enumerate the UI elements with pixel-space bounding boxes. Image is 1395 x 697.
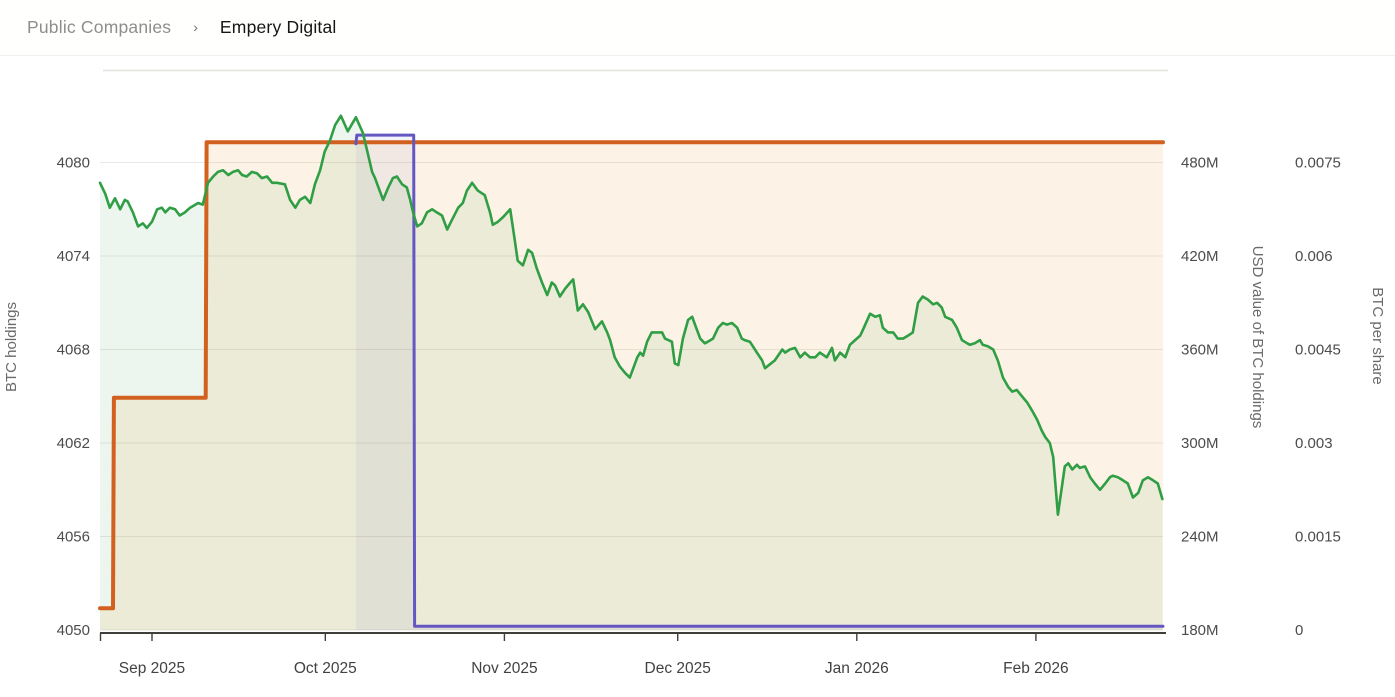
x-axis-label: Oct 2025 (294, 660, 357, 677)
plot-area[interactable] (100, 70, 1163, 633)
breadcrumb-link-public-companies[interactable]: Public Companies (27, 17, 172, 37)
btc-holdings-area (100, 142, 1163, 630)
usd-axis-title: USD value of BTC holdings (1249, 246, 1266, 429)
x-axis-label: Nov 2025 (471, 660, 537, 677)
usd-axis-label: 240M (1181, 529, 1219, 546)
left-axis-label: 4074 (57, 248, 90, 265)
usd-value-of-btc-holdings-area (100, 115, 1163, 631)
btc-per-share-axis-title: BTC per share (1369, 287, 1386, 385)
left-axis-label: 4056 (57, 529, 90, 546)
breadcrumb: Public Companies › Empery Digital (0, 0, 1395, 56)
usd-axis-label: 480M (1181, 155, 1219, 172)
x-axis-label: Sep 2025 (119, 660, 185, 677)
x-axis-label: Dec 2025 (645, 660, 711, 677)
x-axis-label: Feb 2026 (1003, 660, 1069, 677)
btc-per-share-axis-label: 0.003 (1295, 435, 1333, 452)
btc-per-share-axis-label: 0.0045 (1295, 342, 1341, 359)
usd-axis-label: 300M (1181, 435, 1219, 452)
btc-per-share-axis-label: 0.0075 (1295, 155, 1341, 172)
x-axis-label: Jan 2026 (825, 660, 889, 677)
left-axis-label: 4080 (57, 155, 90, 172)
btc-per-share-line (354, 133, 1165, 628)
usd-axis-label: 360M (1181, 342, 1219, 359)
usd-value-of-btc-holdings-line (98, 114, 1164, 517)
btc-per-share-axis-label: 0.006 (1295, 248, 1333, 265)
usd-axis-label: 180M (1181, 622, 1219, 639)
left-axis-label: 4062 (57, 435, 90, 452)
chevron-right-icon: › (193, 18, 198, 35)
left-axis-label: 4050 (57, 622, 90, 639)
breadcrumb-current-page: Empery Digital (219, 17, 337, 37)
usd-axis-label: 420M (1181, 248, 1219, 265)
left-axis-title: BTC holdings (3, 302, 20, 392)
btc-per-share-axis-label: 0 (1295, 622, 1303, 639)
left-axis-label: 4068 (57, 342, 90, 359)
btc-per-share-axis-label: 0.0015 (1295, 529, 1341, 546)
